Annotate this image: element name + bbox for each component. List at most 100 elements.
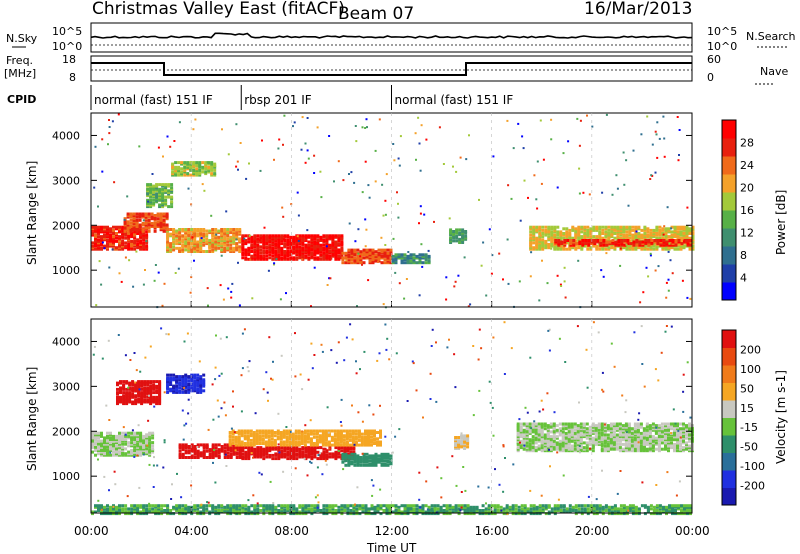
heatmap-cell — [268, 245, 272, 249]
heatmap-cell — [507, 184, 510, 187]
heatmap-cell — [214, 512, 218, 516]
heatmap-cell — [341, 256, 345, 260]
heatmap-cell — [170, 205, 174, 209]
heatmap-cell — [190, 245, 194, 249]
heatmap-cell — [688, 246, 692, 250]
heatmap-cell — [143, 383, 147, 387]
heatmap-cell — [600, 424, 604, 428]
heatmap-cell — [162, 221, 166, 225]
heatmap-cell — [664, 232, 668, 235]
heatmap-cell — [334, 245, 338, 249]
heatmap-cell — [356, 261, 360, 265]
heatmap-cell — [315, 440, 319, 444]
heatmap-cell — [271, 248, 275, 252]
heatmap-cell — [166, 384, 170, 388]
heatmap-cell — [327, 434, 331, 438]
heatmap-cell — [307, 253, 311, 257]
heatmap-cell — [310, 243, 314, 247]
heatmap-cell — [452, 239, 456, 243]
heatmap-cell — [132, 228, 136, 232]
heatmap-cell — [127, 232, 131, 235]
heatmap-cell — [341, 258, 345, 262]
heatmap-cell — [292, 125, 294, 128]
heatmap-cell — [665, 242, 669, 246]
heatmap-cell — [100, 238, 103, 242]
heatmap-cell — [115, 447, 118, 451]
power-heatmap — [91, 113, 695, 309]
heatmap-cell — [289, 256, 293, 260]
heatmap-cell — [373, 438, 376, 442]
heatmap-cell — [170, 190, 174, 194]
heatmap-cell — [340, 449, 344, 453]
heatmap-cell — [247, 452, 251, 456]
heatmap-cell — [121, 236, 125, 240]
heatmap-cell — [624, 439, 628, 443]
heatmap-cell — [657, 431, 661, 435]
heatmap-cell — [112, 228, 115, 232]
heatmap-cell — [598, 232, 602, 235]
heatmap-cell — [295, 237, 299, 241]
heatmap-cell — [348, 222, 351, 225]
heatmap-cell — [235, 165, 238, 168]
heatmap-cell — [457, 447, 461, 450]
heatmap-cell — [201, 161, 205, 165]
heatmap-cell — [676, 433, 679, 437]
heatmap-cell — [220, 242, 224, 246]
heatmap-cell — [331, 250, 335, 253]
heatmap-cell — [149, 192, 153, 196]
heatmap-cell — [178, 246, 182, 250]
heatmap-cell — [334, 243, 338, 247]
heatmap-cell — [676, 247, 680, 251]
heatmap-cell — [579, 447, 583, 451]
heatmap-cell — [629, 242, 633, 246]
heatmap-cell — [368, 459, 372, 463]
heatmap-cell — [121, 504, 125, 508]
heatmap-cell — [127, 450, 131, 454]
heatmap-cell — [663, 155, 666, 158]
heatmap-cell — [558, 447, 562, 451]
heatmap-cell — [232, 246, 236, 250]
heatmap-cell — [205, 507, 209, 511]
heatmap-cell — [131, 386, 135, 390]
heatmap-cell — [576, 446, 580, 450]
heatmap-cell — [156, 223, 160, 227]
heatmap-cell — [516, 435, 520, 439]
heatmap-cell — [670, 427, 673, 431]
heatmap-cell — [151, 173, 154, 175]
heatmap-cell — [562, 227, 566, 231]
heatmap-cell — [115, 438, 118, 441]
heatmap-cell — [367, 443, 370, 447]
heatmap-cell — [244, 452, 248, 456]
heatmap-cell — [576, 428, 580, 432]
heatmap-cell — [283, 243, 287, 247]
heatmap-cell — [556, 274, 559, 277]
heatmap-cell — [528, 447, 532, 451]
heatmap-cell — [196, 376, 200, 380]
heatmap-cell — [301, 250, 305, 253]
heatmap-cell — [178, 386, 182, 390]
heatmap-cell — [165, 217, 169, 221]
heatmap-cell — [624, 446, 628, 450]
heatmap-cell — [178, 456, 182, 459]
heatmap-cell — [589, 246, 593, 250]
heatmap-cell — [316, 250, 320, 253]
heatmap-cell — [199, 389, 203, 393]
heatmap-cell — [280, 246, 284, 250]
heatmap-cell — [100, 439, 103, 443]
heatmap-cell — [645, 422, 649, 426]
heatmap-cell — [370, 443, 373, 447]
heatmap-cell — [540, 182, 543, 185]
heatmap-cell — [264, 435, 268, 439]
heatmap-cell — [178, 449, 182, 453]
heatmap-cell — [142, 512, 146, 516]
heatmap-cell — [250, 237, 254, 241]
heatmap-cell — [371, 254, 375, 258]
heatmap-cell — [136, 444, 140, 448]
heatmap-cell — [342, 435, 346, 439]
heatmap-cell — [605, 113, 608, 116]
heatmap-cell — [633, 439, 637, 443]
heatmap-cell — [639, 435, 643, 439]
heatmap-cell — [615, 436, 619, 440]
heatmap-cell — [125, 391, 129, 395]
heatmap-cell — [340, 254, 344, 258]
